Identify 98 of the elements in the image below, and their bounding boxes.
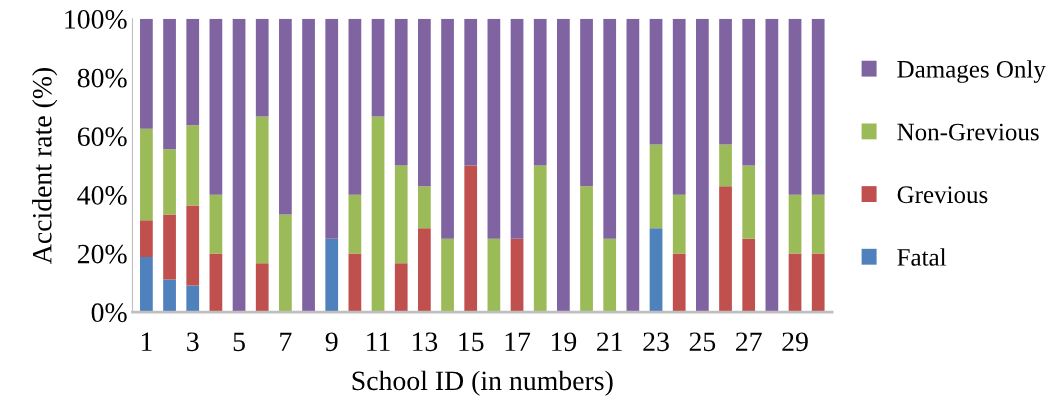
bar	[487, 238, 501, 313]
y-tick-label: 20%	[77, 244, 127, 264]
bar	[186, 125, 200, 206]
bar	[255, 263, 269, 313]
y-tick-label: 100%	[65, 10, 127, 29]
bar	[742, 165, 756, 239]
bar	[325, 238, 339, 313]
bar	[533, 18, 547, 166]
bar	[742, 18, 756, 166]
bar	[163, 149, 176, 215]
legend-label: Damages Only	[897, 60, 1046, 83]
x-tick-label: 27	[736, 332, 762, 351]
bar	[325, 18, 339, 239]
x-tick-label: 19	[551, 332, 577, 352]
bar	[394, 18, 408, 166]
x-tick-label: 9	[325, 332, 338, 352]
x-tick-label: 29	[782, 332, 808, 352]
bar	[464, 165, 478, 313]
x-tick-label: 17	[505, 332, 531, 351]
x-axis-title: School ID (in numbers)	[352, 370, 613, 396]
bar	[603, 238, 617, 313]
bar	[788, 253, 802, 313]
x-tick-label: 3	[187, 332, 199, 352]
bar	[672, 253, 686, 313]
bar	[209, 253, 223, 313]
bar	[186, 205, 200, 286]
x-tick-label: 13	[412, 332, 438, 352]
bar	[163, 279, 176, 313]
bar	[186, 285, 200, 313]
bar	[418, 228, 431, 313]
bar	[209, 194, 223, 254]
bar	[649, 228, 663, 313]
bar	[140, 128, 153, 221]
bar	[672, 194, 686, 254]
bar	[394, 165, 408, 264]
bar	[626, 18, 640, 313]
bar	[580, 18, 593, 187]
bar	[255, 116, 269, 264]
bar	[418, 186, 431, 229]
bar	[441, 18, 454, 239]
bar	[279, 214, 292, 313]
bar	[441, 238, 454, 313]
x-tick-label: 25	[689, 332, 716, 352]
bar	[765, 18, 779, 313]
bar	[557, 18, 570, 313]
bar	[232, 18, 246, 313]
bar	[394, 263, 408, 313]
bar	[487, 18, 501, 239]
y-tick-label: 60%	[77, 127, 127, 147]
bar	[696, 18, 709, 313]
bar	[163, 18, 176, 150]
legend-label: Fatal	[897, 248, 947, 266]
bar	[140, 220, 153, 258]
bar	[209, 18, 223, 195]
bar	[533, 165, 547, 313]
x-tick-label: 11	[367, 332, 390, 351]
bar	[302, 18, 315, 313]
bar	[140, 18, 153, 129]
bar	[811, 18, 825, 195]
bar	[788, 194, 802, 254]
bar	[649, 144, 663, 229]
x-tick-label: 1	[141, 332, 152, 351]
x-tick-label: 23	[643, 332, 669, 352]
bar	[719, 144, 732, 187]
bar	[510, 238, 524, 313]
bar	[811, 253, 825, 313]
bar	[348, 194, 362, 254]
bar	[371, 18, 385, 117]
legend-label: Grevious	[897, 186, 988, 204]
bar	[163, 214, 176, 280]
x-tick-label: 7	[280, 332, 292, 351]
bar	[672, 18, 686, 195]
y-tick-label: 0%	[91, 303, 127, 323]
bar	[348, 18, 362, 195]
y-tick-label: 40%	[77, 186, 127, 205]
bar	[510, 18, 524, 239]
x-tick-label: 5	[233, 332, 245, 352]
y-tick-label: 80%	[77, 68, 127, 88]
bar	[580, 186, 593, 313]
bar	[719, 18, 732, 145]
bar	[649, 18, 663, 145]
x-tick-label: 15	[459, 332, 484, 352]
bar	[719, 186, 732, 313]
bar	[418, 18, 431, 187]
y-axis-title: Accident rate (%)	[32, 68, 58, 264]
legend-label: Non-Grevious	[897, 123, 1039, 141]
bar	[140, 257, 153, 313]
x-tick-label: 21	[597, 332, 622, 351]
bar	[603, 18, 617, 239]
bar	[742, 238, 756, 313]
bar	[811, 194, 825, 254]
bar	[788, 18, 802, 195]
bar	[371, 116, 385, 313]
bar	[186, 18, 200, 126]
bar	[464, 18, 478, 166]
bar	[255, 18, 269, 117]
bar	[279, 18, 292, 215]
bar	[348, 253, 362, 313]
